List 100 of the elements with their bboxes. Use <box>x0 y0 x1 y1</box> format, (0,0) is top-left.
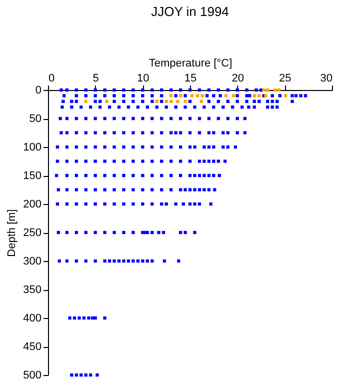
point <box>65 202 69 206</box>
point <box>274 88 277 92</box>
point <box>132 160 135 163</box>
point <box>74 100 78 103</box>
point <box>160 131 164 134</box>
point <box>155 100 158 103</box>
point <box>74 116 78 120</box>
point <box>94 94 97 98</box>
point <box>132 202 135 206</box>
point <box>103 316 106 320</box>
point <box>108 259 112 263</box>
point <box>141 100 144 103</box>
point <box>169 100 173 103</box>
point <box>94 88 97 92</box>
point <box>236 100 239 103</box>
point <box>103 145 106 149</box>
point <box>74 230 78 234</box>
point <box>178 88 182 92</box>
point <box>202 188 206 192</box>
point <box>74 188 78 192</box>
point <box>112 188 116 192</box>
point <box>184 106 187 109</box>
point <box>89 373 92 377</box>
point <box>74 259 78 263</box>
point <box>209 202 212 206</box>
point <box>89 106 92 109</box>
point <box>178 116 182 120</box>
point <box>184 94 187 98</box>
point <box>141 160 144 163</box>
point <box>150 88 154 92</box>
point <box>243 131 246 134</box>
point <box>65 174 69 178</box>
point <box>212 106 216 109</box>
point <box>112 230 116 234</box>
point <box>108 106 112 109</box>
point <box>62 100 65 103</box>
point <box>270 94 274 98</box>
point <box>236 116 239 120</box>
point <box>126 106 130 109</box>
point <box>94 259 97 263</box>
point <box>74 88 78 92</box>
point <box>122 88 126 92</box>
point <box>56 230 60 234</box>
point <box>112 259 116 263</box>
point <box>80 106 83 109</box>
point <box>94 131 97 134</box>
point <box>247 106 250 109</box>
point <box>160 100 164 103</box>
point <box>248 94 252 98</box>
point <box>150 145 154 149</box>
point <box>252 94 256 98</box>
point <box>94 100 97 103</box>
point <box>212 174 216 178</box>
point <box>294 94 298 98</box>
point <box>207 160 211 163</box>
point <box>150 230 154 234</box>
point <box>65 88 69 92</box>
point <box>216 100 220 103</box>
point <box>132 230 135 234</box>
point <box>178 131 182 134</box>
point <box>213 188 216 192</box>
point <box>84 100 88 103</box>
point <box>270 106 274 109</box>
y-tick-label: 250 <box>23 227 42 239</box>
point <box>122 230 126 234</box>
point <box>160 145 164 149</box>
point <box>94 174 97 178</box>
point <box>146 259 149 263</box>
point <box>188 202 192 206</box>
y-tick-label: 0 <box>35 84 42 96</box>
point <box>184 230 187 234</box>
point <box>193 106 196 109</box>
point <box>70 106 74 109</box>
point <box>65 259 69 263</box>
point <box>74 131 78 134</box>
point <box>94 145 97 149</box>
point <box>202 145 206 149</box>
point <box>224 94 228 98</box>
point <box>70 100 74 103</box>
point <box>193 145 196 149</box>
point <box>141 259 144 263</box>
point <box>103 160 106 163</box>
point <box>184 188 187 192</box>
point <box>202 160 206 163</box>
point <box>200 100 203 103</box>
point <box>74 145 78 149</box>
point <box>226 145 230 149</box>
point <box>132 259 135 263</box>
point <box>176 100 180 103</box>
point <box>216 160 220 163</box>
y-tick-label: 50 <box>29 113 42 125</box>
point <box>234 145 238 149</box>
point <box>80 373 83 377</box>
point <box>232 94 236 98</box>
point <box>112 160 116 163</box>
point <box>56 160 60 163</box>
point <box>174 131 178 134</box>
point <box>54 174 58 178</box>
point <box>162 230 166 234</box>
point <box>65 160 69 163</box>
